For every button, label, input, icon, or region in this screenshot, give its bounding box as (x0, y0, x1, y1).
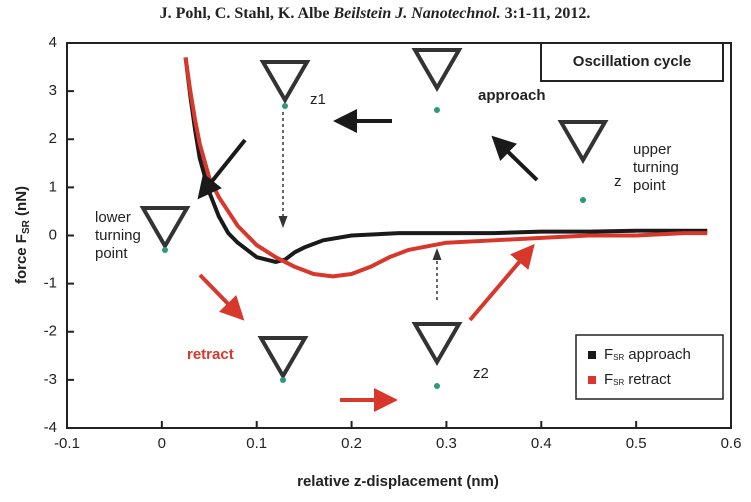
x-tick-label: 0.3 (436, 435, 457, 452)
box-title: Oscillation cycle (573, 53, 691, 70)
title-authors: J. Pohl, C. Stahl, K. Albe (160, 5, 330, 22)
arrows (197, 109, 539, 412)
legend-symbol-sub: SR (613, 378, 624, 387)
annotation: point (633, 177, 666, 194)
legend-swatch (588, 376, 596, 384)
dotted-arrows (278, 112, 442, 300)
annotation: approach (478, 87, 546, 104)
annotation: turning (633, 159, 679, 176)
y-tick-label: -3 (44, 371, 57, 388)
y-tick-label: -2 (44, 323, 57, 340)
annotation: z2 (473, 365, 489, 382)
plot-area (183, 57, 708, 279)
annotation: retract (187, 346, 234, 363)
x-tick-label: 0.6 (721, 435, 742, 452)
x-tick-label: 0.4 (531, 435, 552, 452)
x-axis-label: relative z-displacement (nm) (297, 473, 499, 490)
legend-label: FSR retract (604, 371, 672, 388)
annotation: lower (95, 209, 131, 226)
y-label-unit: (nN) (13, 186, 30, 216)
legend-name: retract (628, 371, 671, 388)
annotation: point (95, 245, 128, 262)
y-label-sub: SR (21, 219, 32, 234)
title-journal: Beilstein J. Nanotechnol. (332, 5, 500, 22)
legend-symbol: F (604, 371, 613, 388)
series-line (183, 57, 708, 264)
annotation: upper (633, 141, 671, 158)
annotation: z1 (310, 91, 326, 108)
title-ref: 3:1-11, 2012. (505, 5, 591, 22)
y-axis-label: force FSR (nN) (13, 186, 34, 284)
x-tick-label: 0.1 (246, 435, 267, 452)
chart-title: J. Pohl, C. Stahl, K. Albe Beilstein J. … (160, 5, 591, 22)
x-tick-label: 0 (158, 435, 166, 452)
x-tick-label: 0.2 (341, 435, 362, 452)
probes (139, 48, 609, 380)
annotation: turning (95, 227, 141, 244)
y-tick-label: 3 (49, 82, 57, 99)
y-tick-label: 2 (49, 130, 57, 147)
y-tick-label: 1 (49, 178, 57, 195)
y-tick-label: 0 (49, 226, 57, 243)
box (540, 42, 724, 82)
series-line (183, 57, 708, 279)
y-tick-label: -1 (44, 275, 57, 292)
atoms (162, 103, 586, 389)
legend-symbol: F (604, 346, 613, 363)
x-tick-label: -0.1 (54, 435, 80, 452)
y-tick-label: -4 (44, 419, 57, 436)
legend-label: FSR approach (604, 346, 691, 363)
y-tick-label: 4 (49, 34, 57, 51)
legend-name: approach (628, 346, 691, 363)
legend-swatch (588, 351, 596, 359)
legend-symbol-sub: SR (613, 353, 624, 362)
annotation: z (614, 173, 622, 190)
y-label: force F (13, 234, 30, 284)
x-tick-label: 0.5 (626, 435, 647, 452)
